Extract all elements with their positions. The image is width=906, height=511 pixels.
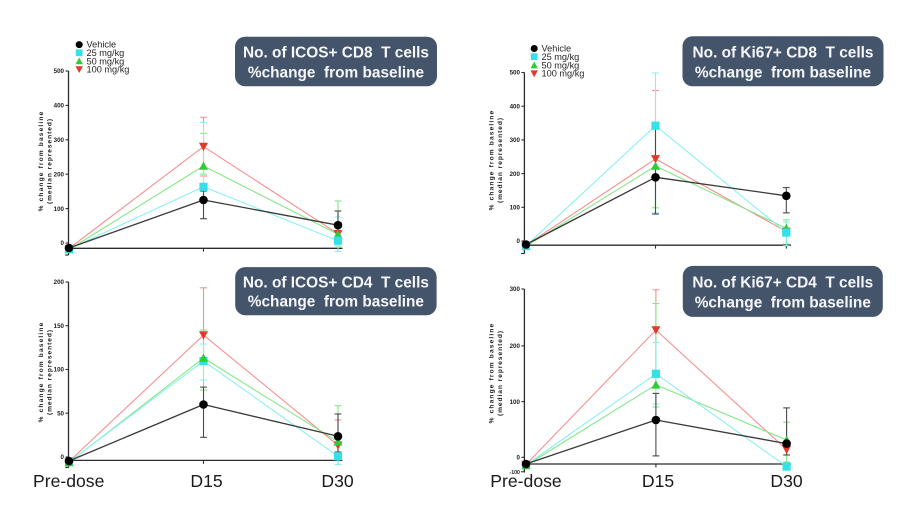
svg-text:D15: D15 (190, 471, 222, 491)
svg-text:Pre-dose: Pre-dose (33, 471, 104, 491)
svg-text:300: 300 (510, 286, 521, 293)
svg-text:150: 150 (54, 323, 65, 330)
svg-text:100 mg/kg: 100 mg/kg (87, 64, 130, 74)
svg-text:%change from baseline: %change from baseline (695, 64, 872, 81)
svg-text:200: 200 (54, 171, 65, 178)
svg-text:50: 50 (57, 410, 64, 417)
svg-text:0: 0 (61, 454, 65, 461)
svg-text:%change from baseline: %change from baseline (248, 294, 425, 311)
svg-text:100: 100 (54, 367, 65, 374)
svg-text:Vehicle: Vehicle (542, 44, 572, 54)
svg-text:Vehicle: Vehicle (87, 40, 117, 50)
svg-text:50 mg/kg: 50 mg/kg (542, 60, 580, 70)
svg-text:% change from baseline: % change from baseline (38, 111, 45, 212)
svg-text:200: 200 (510, 343, 521, 350)
svg-text:% change from baseline: % change from baseline (38, 322, 45, 423)
svg-text:(median represented): (median represented) (46, 118, 53, 204)
svg-text:100: 100 (510, 205, 521, 212)
svg-text:No. of ICOS+ CD8 T cells: No. of ICOS+ CD8 T cells (243, 45, 429, 62)
svg-text:0: 0 (516, 455, 520, 462)
svg-text:25 mg/kg: 25 mg/kg (87, 48, 125, 58)
svg-text:400: 400 (54, 103, 65, 110)
svg-text:400: 400 (510, 103, 521, 110)
svg-text:300: 300 (510, 137, 521, 144)
svg-text:(median represented): (median represented) (497, 117, 504, 203)
svg-text:No. of Ki67+ CD4 T cells: No. of Ki67+ CD4 T cells (692, 274, 873, 291)
svg-text:50 mg/kg: 50 mg/kg (87, 56, 125, 66)
svg-text:% change from baseline: % change from baseline (489, 110, 496, 211)
svg-text:100 mg/kg: 100 mg/kg (542, 69, 585, 79)
svg-text:100: 100 (510, 399, 521, 406)
svg-text:%change from baseline: %change from baseline (248, 64, 425, 81)
svg-text:D30: D30 (770, 471, 802, 491)
svg-text:Pre-dose: Pre-dose (490, 471, 561, 491)
svg-text:-100: -100 (510, 470, 520, 476)
svg-text:100: 100 (54, 206, 65, 213)
svg-text:No. of Ki67+ CD8 T cells: No. of Ki67+ CD8 T cells (693, 44, 874, 61)
svg-text:D30: D30 (321, 471, 353, 491)
svg-text:200: 200 (54, 279, 65, 286)
svg-text:No. of ICOS+ CD4 T cells: No. of ICOS+ CD4 T cells (243, 274, 429, 291)
svg-text:(median represented): (median represented) (46, 329, 53, 415)
svg-text:300: 300 (54, 137, 65, 144)
svg-text:0: 0 (61, 240, 65, 247)
svg-text:%change from baseline: %change from baseline (695, 295, 872, 312)
svg-text:25 mg/kg: 25 mg/kg (542, 52, 580, 62)
svg-text:200: 200 (510, 171, 521, 178)
svg-text:500: 500 (54, 68, 65, 75)
svg-text:500: 500 (510, 70, 521, 77)
svg-text:D15: D15 (642, 471, 674, 491)
svg-text:(median represented): (median represented) (497, 330, 504, 416)
svg-text:0: 0 (516, 238, 520, 245)
svg-text:% change from baseline: % change from baseline (489, 323, 496, 424)
